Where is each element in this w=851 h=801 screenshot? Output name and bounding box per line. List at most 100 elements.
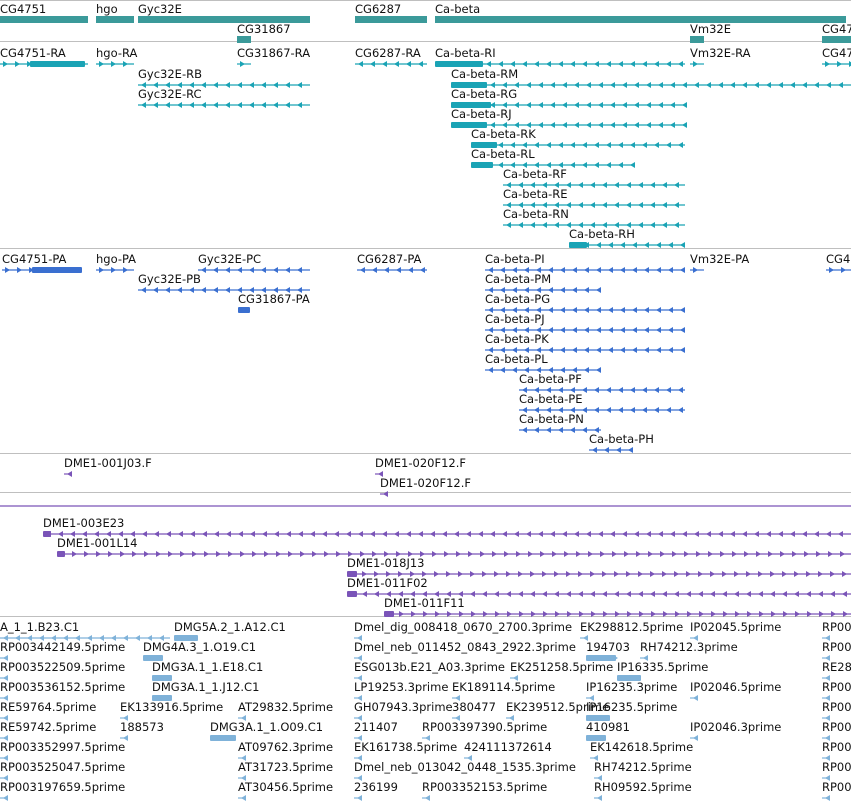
ests-feature[interactable]: RP003352153.5prime: [422, 780, 547, 801]
rna-transcripts-feature[interactable]: Gyc32E-RB: [138, 67, 310, 88]
ests-feature[interactable]: EK133916.5prime: [120, 700, 223, 721]
ests-feature[interactable]: RP003442149.5prime: [0, 640, 125, 661]
ests-feature[interactable]: RP003525047.5prime: [0, 760, 125, 781]
ests-feature[interactable]: Dmel_neb_013042_0448_1535.3prime: [354, 760, 576, 781]
gene-feature[interactable]: Gyc32E: [138, 2, 310, 23]
rna-transcripts-feature[interactable]: Ca-beta-RK: [471, 127, 685, 148]
rna-transcripts-feature[interactable]: CG6287-RA: [355, 46, 427, 67]
clone-ends-a-feature[interactable]: DME1-001J03.F: [64, 456, 152, 477]
protein-transcripts-feature[interactable]: CG6287-PA: [357, 252, 427, 273]
gene-feature[interactable]: hgo: [96, 2, 134, 23]
clone-ends-a-feature[interactable]: DME1-020F12.F: [375, 456, 466, 477]
ests-feature[interactable]: RP003397390.5prime: [422, 720, 547, 741]
ests-feature[interactable]: 380477: [452, 700, 496, 721]
protein-transcripts-feature[interactable]: hgo-PA: [96, 252, 136, 273]
protein-transcripts-feature[interactable]: Ca-beta-PK: [485, 332, 685, 353]
ests-feature[interactable]: IP16235.3prime: [586, 680, 677, 701]
ests-feature[interactable]: Dmel_dig_008418_0670_2700.3prime: [354, 620, 572, 641]
ests-feature[interactable]: RP00: [822, 780, 851, 801]
ests-feature[interactable]: AT09762.3prime: [238, 740, 333, 761]
protein-transcripts-feature[interactable]: Ca-beta-PL: [485, 352, 601, 373]
ests-feature[interactable]: 188573: [120, 720, 164, 741]
clone-ends-b-feature[interactable]: [0, 504, 851, 520]
ests-feature[interactable]: RH74212.5prime: [594, 760, 692, 781]
ests-feature[interactable]: RP00: [822, 720, 851, 741]
ests-feature[interactable]: A_1_1.B23.C1: [0, 620, 170, 641]
protein-transcripts-feature[interactable]: Ca-beta-PF: [519, 372, 685, 393]
gene-feature[interactable]: Ca-beta: [435, 2, 846, 23]
clone-ends-b-feature[interactable]: DME1-003E23: [43, 516, 851, 537]
ests-feature[interactable]: DMG3A.1_1.J12.C1: [152, 680, 259, 701]
rna-transcripts-feature[interactable]: Ca-beta-RH: [569, 227, 685, 248]
ests-feature[interactable]: 236199: [354, 780, 398, 801]
ests-feature[interactable]: RH09592.5prime: [594, 780, 692, 801]
ests-feature[interactable]: IP16235.5prime: [586, 700, 677, 721]
ests-feature[interactable]: AT30456.5prime: [238, 780, 333, 801]
ests-feature[interactable]: IP02046.5prime: [690, 680, 781, 701]
gene-feature[interactable]: CG6287: [355, 2, 427, 23]
rna-transcripts-feature[interactable]: Ca-beta-RI: [435, 46, 685, 67]
ests-feature[interactable]: RP00: [822, 620, 851, 641]
rna-transcripts-feature[interactable]: Ca-beta-RG: [451, 87, 687, 108]
protein-transcripts-feature[interactable]: Ca-beta-PE: [519, 392, 685, 413]
ests-feature[interactable]: EK298812.5prime: [580, 620, 683, 641]
ests-feature[interactable]: EK239512.5prime: [506, 700, 609, 721]
gene-feature[interactable]: CG4751: [0, 2, 88, 23]
rna-transcripts-feature[interactable]: hgo-RA: [96, 46, 137, 67]
ests-feature[interactable]: EK251258.5prime: [510, 660, 613, 681]
protein-transcripts-feature[interactable]: Ca-beta-PI: [485, 252, 685, 273]
ests-feature[interactable]: 410981: [586, 720, 630, 741]
ests-feature[interactable]: RP003522509.5prime: [0, 660, 125, 681]
ests-feature[interactable]: RH74212.3prime: [640, 640, 738, 661]
rna-transcripts-feature[interactable]: Ca-beta-RL: [471, 147, 635, 168]
rna-transcripts-feature[interactable]: CG4751-RA: [0, 46, 88, 67]
ests-feature[interactable]: 424111372614: [464, 740, 552, 761]
protein-transcripts-feature[interactable]: Ca-beta-PJ: [485, 312, 685, 333]
rna-transcripts-feature[interactable]: CG47: [822, 46, 851, 67]
rna-transcripts-feature[interactable]: Ca-beta-RE: [503, 187, 685, 208]
protein-transcripts-feature[interactable]: Gyc32E-PC: [198, 252, 310, 273]
ests-feature[interactable]: RP003352997.5prime: [0, 740, 125, 761]
ests-feature[interactable]: RP00: [822, 680, 851, 701]
protein-transcripts-feature[interactable]: Gyc32E-PB: [138, 272, 310, 293]
ests-feature[interactable]: RP00: [822, 760, 851, 781]
ests-feature[interactable]: Dmel_neb_011452_0843_2922.3prime: [354, 640, 576, 661]
ests-feature[interactable]: IP02045.5prime: [690, 620, 781, 641]
rna-transcripts-feature[interactable]: Vm32E-RA: [690, 46, 751, 67]
protein-transcripts-feature[interactable]: Ca-beta-PH: [589, 432, 654, 453]
clone-ends-b-feature[interactable]: DME1-011F11: [384, 596, 851, 617]
rna-transcripts-feature[interactable]: Ca-beta-RM: [451, 67, 851, 88]
ests-feature[interactable]: ESG013b.E21_A03.3prime: [354, 660, 505, 681]
gene-feature[interactable]: CG47: [822, 22, 851, 43]
protein-transcripts-feature[interactable]: Vm32E-PA: [690, 252, 749, 273]
ests-feature[interactable]: EK161738.5prime: [354, 740, 457, 761]
protein-transcripts-feature[interactable]: Ca-beta-PG: [485, 292, 685, 313]
ests-feature[interactable]: AT31723.5prime: [238, 760, 333, 781]
ests-feature[interactable]: RP00: [822, 700, 851, 721]
ests-feature[interactable]: RE59742.5prime: [0, 720, 96, 741]
clone-ends-b-feature[interactable]: DME1-001L14: [57, 536, 851, 557]
ests-feature[interactable]: EK142618.5prime: [590, 740, 693, 761]
rna-transcripts-feature[interactable]: CG31867-RA: [237, 46, 310, 67]
ests-feature[interactable]: RP003536152.5prime: [0, 680, 125, 701]
clone-ends-b-feature[interactable]: DME1-018J13: [347, 556, 851, 577]
ests-feature[interactable]: RP003197659.5prime: [0, 780, 125, 801]
ests-feature[interactable]: GH07943.3prime: [354, 700, 453, 721]
ests-feature[interactable]: EK189114.5prime: [452, 680, 555, 701]
ests-feature[interactable]: AT29832.5prime: [238, 700, 333, 721]
gene-feature[interactable]: Vm32E: [690, 22, 731, 43]
ests-feature[interactable]: DMG4A.3_1.O19.C1: [143, 640, 256, 661]
ests-feature[interactable]: IP16335.5prime: [617, 660, 708, 681]
clone-ends-a-feature[interactable]: DME1-020F12.F: [380, 476, 471, 497]
protein-transcripts-feature[interactable]: CG4: [826, 252, 851, 273]
ests-feature[interactable]: 211407: [354, 720, 398, 741]
ests-feature[interactable]: RE28: [822, 660, 851, 681]
ests-feature[interactable]: DMG5A.2_1.A12.C1: [174, 620, 286, 641]
protein-transcripts-feature[interactable]: CG31867-PA: [238, 292, 310, 313]
protein-transcripts-feature[interactable]: CG4751-PA: [2, 252, 82, 273]
rna-transcripts-feature[interactable]: Gyc32E-RC: [138, 87, 310, 108]
gene-feature[interactable]: CG31867: [237, 22, 291, 43]
ests-feature[interactable]: RP00: [822, 640, 851, 661]
ests-feature[interactable]: 194703: [586, 640, 630, 661]
ests-feature[interactable]: DMG3A.1_1.O09.C1: [210, 720, 323, 741]
